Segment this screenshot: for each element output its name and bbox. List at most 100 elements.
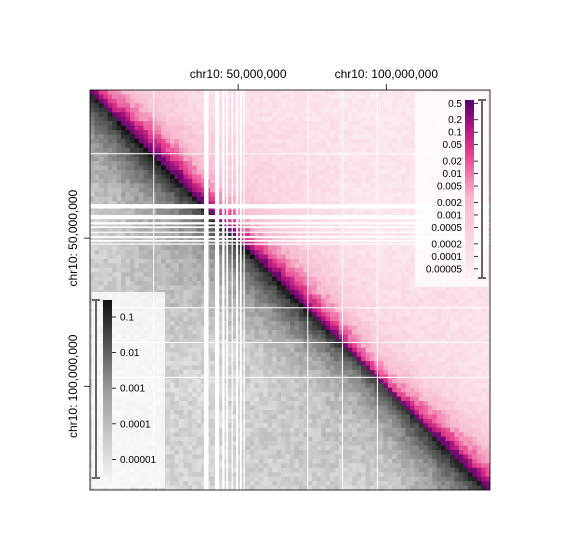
heatmap-cell <box>370 134 375 140</box>
heatmap-cell <box>103 245 109 251</box>
heatmap-cell <box>192 285 198 291</box>
heatmap-cell <box>392 125 398 131</box>
heatmap-cell <box>418 294 424 300</box>
heatmap-cell <box>325 156 331 162</box>
heatmap-cell <box>112 143 118 149</box>
heatmap-cell <box>476 316 482 322</box>
heatmap-cell <box>396 267 402 273</box>
heatmap-cell <box>116 103 122 109</box>
heatmap-cell <box>338 210 344 215</box>
heatmap-cell <box>258 294 264 300</box>
heatmap-cell <box>107 94 113 100</box>
heatmap-cell <box>405 210 411 215</box>
heatmap-cell <box>352 156 358 162</box>
heatmap-cell <box>130 125 135 131</box>
heatmap-cell <box>210 294 215 300</box>
heatmap-cell <box>303 258 309 264</box>
heatmap-cell <box>94 94 100 100</box>
heatmap-cell <box>312 281 318 286</box>
heatmap-cell <box>378 187 384 193</box>
heatmap-cell <box>303 156 309 162</box>
heatmap-cell <box>116 107 122 113</box>
heatmap-cell <box>396 210 402 215</box>
heatmap-cell <box>98 187 104 193</box>
heatmap-cell <box>276 321 282 326</box>
heatmap-cell <box>290 107 295 113</box>
heatmap-cell <box>267 174 273 180</box>
heatmap-cell <box>165 165 171 171</box>
heatmap-cell <box>298 103 304 109</box>
heatmap-cell <box>374 303 380 309</box>
heatmap-cell <box>152 121 158 126</box>
heatmap-cell <box>250 174 255 180</box>
heatmap-cell <box>223 272 229 278</box>
heatmap-cell <box>121 147 126 153</box>
heatmap-cell <box>383 294 389 300</box>
heatmap-cell <box>94 196 100 202</box>
heatmap-cell <box>316 94 322 100</box>
heatmap-cell <box>107 130 113 135</box>
heatmap-cell <box>201 121 206 126</box>
heatmap-cell <box>254 130 260 135</box>
heatmap-cell <box>232 250 238 255</box>
heatmap-cell <box>174 165 180 171</box>
heatmap-cell <box>281 290 286 295</box>
heatmap-cell <box>458 298 464 304</box>
heatmap-cell <box>94 156 100 162</box>
heatmap-cell <box>378 303 384 309</box>
heatmap-cell <box>165 258 171 264</box>
heatmap-cell <box>405 121 411 126</box>
heatmap-cell <box>147 98 153 104</box>
heatmap-cell <box>107 267 113 273</box>
heatmap-cell <box>178 254 184 260</box>
heatmap-cell <box>334 210 340 215</box>
heatmap-cell <box>258 218 264 224</box>
heatmap-cell <box>258 232 264 238</box>
heatmap-cell <box>218 312 224 318</box>
heatmap-cell <box>374 272 380 278</box>
heatmap-cell <box>90 112 95 118</box>
heatmap-cell <box>116 94 122 100</box>
heatmap-cell <box>236 298 242 304</box>
heatmap-cell <box>356 103 362 109</box>
heatmap-cell <box>298 165 304 171</box>
heatmap-cell <box>121 98 126 104</box>
heatmap-cell <box>263 121 269 126</box>
heatmap-cell <box>98 121 104 126</box>
heatmap-cell <box>210 254 215 260</box>
heatmap-cell <box>281 152 286 158</box>
heatmap-cell <box>165 232 171 238</box>
heatmap-cell <box>232 183 238 189</box>
heatmap-cell <box>130 218 135 224</box>
heatmap-cell <box>227 330 233 335</box>
heatmap-cell <box>387 143 393 149</box>
heatmap-cell <box>196 227 202 233</box>
heatmap-cell <box>330 103 335 109</box>
heatmap-cell <box>392 316 398 322</box>
heatmap-cell <box>396 107 402 113</box>
heatmap-cell <box>374 130 380 135</box>
heatmap-cell <box>250 170 255 175</box>
heatmap-cell <box>103 276 109 282</box>
heatmap-cell <box>130 98 135 104</box>
heatmap-cell <box>383 196 389 202</box>
heatmap-cell <box>383 223 389 229</box>
heatmap-cell <box>161 98 166 104</box>
heatmap-cell <box>347 267 353 273</box>
heatmap-cell <box>236 254 242 260</box>
heatmap-cell <box>330 316 335 322</box>
heatmap-cell <box>218 298 224 304</box>
heatmap-cell <box>178 223 184 229</box>
heatmap-cell <box>352 223 358 229</box>
heatmap-cell <box>401 272 406 278</box>
heatmap-cell <box>134 201 140 206</box>
heatmap-cell <box>196 90 202 95</box>
heatmap-cell <box>94 143 100 149</box>
heatmap-cell <box>370 312 375 318</box>
heatmap-cell <box>481 285 486 291</box>
heatmap-cell <box>410 98 415 104</box>
heatmap-cell <box>378 174 384 180</box>
heatmap-cell <box>116 183 122 189</box>
heatmap-cell <box>223 285 229 291</box>
heatmap-cell <box>401 116 406 122</box>
